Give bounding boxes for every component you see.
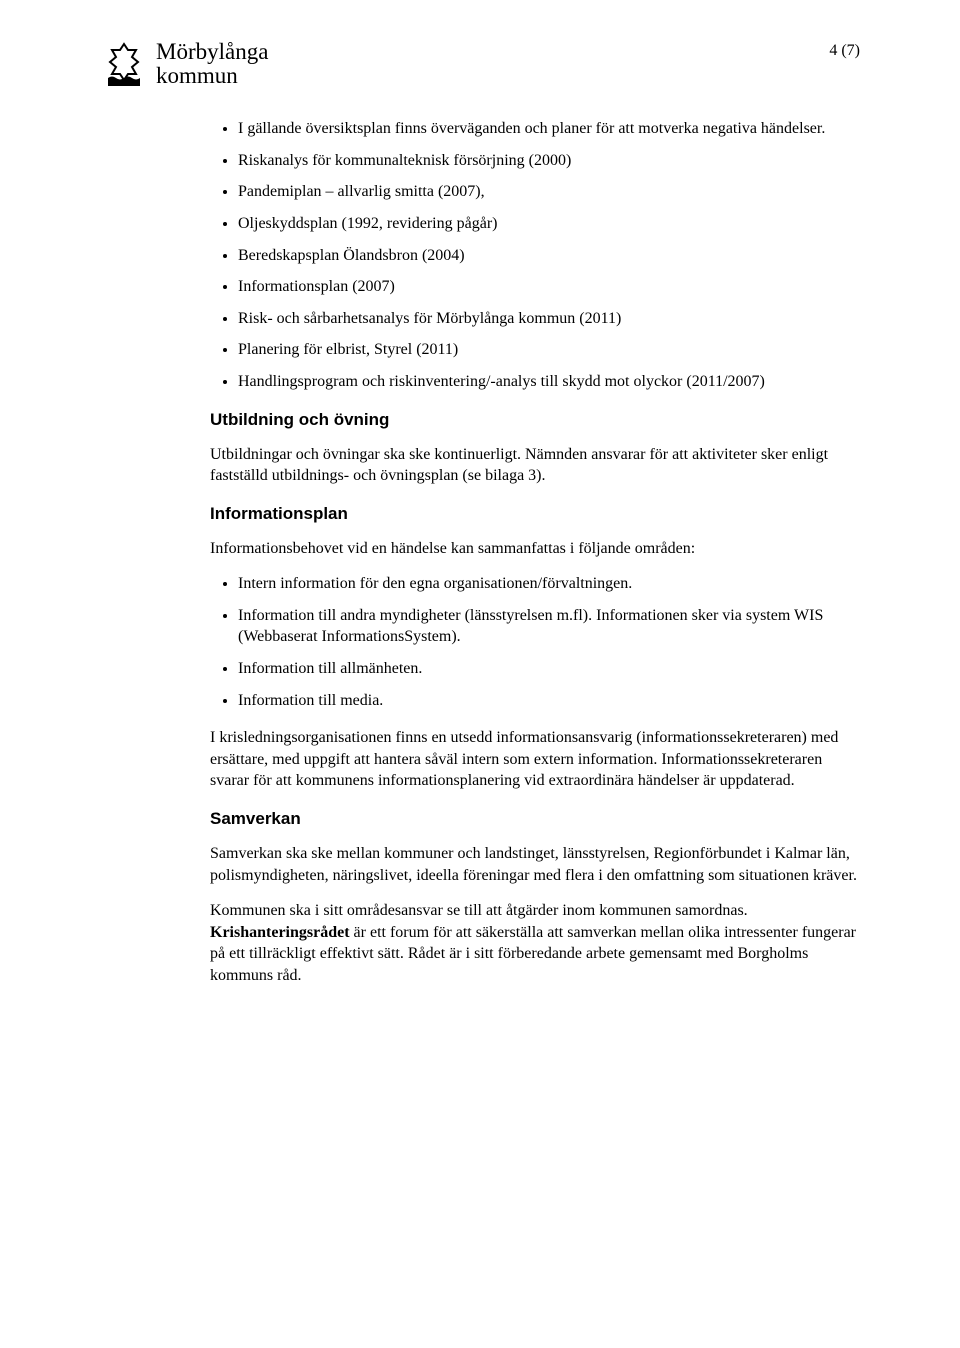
paragraph-with-bold: Kommunen ska i sitt områdesansvar se til…	[210, 900, 860, 986]
list-item: Information till allmänheten.	[238, 658, 860, 680]
paragraph: Utbildningar och övningar ska ske kontin…	[210, 444, 860, 487]
text-span: Kommunen ska i sitt områdesansvar se til…	[210, 902, 748, 919]
municipality-crest-icon	[100, 40, 148, 88]
list-item: Planering för elbrist, Styrel (2011)	[238, 339, 860, 361]
list-item: Intern information för den egna organisa…	[238, 573, 860, 595]
document-page: Mörbylånga kommun 4 (7) I gällande övers…	[0, 0, 960, 1348]
list-item: Pandemiplan – allvarlig smitta (2007),	[238, 181, 860, 203]
section-heading-utbildning: Utbildning och övning	[210, 409, 860, 432]
logo-line-2: kommun	[156, 64, 268, 88]
list-item: Informationsplan (2007)	[238, 276, 860, 298]
section-heading-samverkan: Samverkan	[210, 808, 860, 831]
list-item: I gällande översiktsplan finns övervägan…	[238, 118, 860, 140]
intro-bullet-list: I gällande översiktsplan finns övervägan…	[210, 118, 860, 392]
bold-term: Krishanteringsrådet	[210, 924, 350, 941]
document-body: I gällande översiktsplan finns övervägan…	[210, 118, 860, 986]
information-bullet-list: Intern information för den egna organisa…	[210, 573, 860, 711]
section-heading-informationsplan: Informationsplan	[210, 503, 860, 526]
logo-text: Mörbylånga kommun	[156, 40, 268, 88]
paragraph: I krisledningsorganisationen finns en ut…	[210, 727, 860, 792]
list-item: Risk- och sårbarhetsanalys för Mörbylång…	[238, 308, 860, 330]
list-item: Information till andra myndigheter (läns…	[238, 605, 860, 648]
list-item: Beredskapsplan Ölandsbron (2004)	[238, 245, 860, 267]
list-item: Handlingsprogram och riskinventering/-an…	[238, 371, 860, 393]
paragraph: Samverkan ska ske mellan kommuner och la…	[210, 843, 860, 886]
list-item: Information till media.	[238, 690, 860, 712]
logo-block: Mörbylånga kommun	[100, 40, 268, 88]
paragraph: Informationsbehovet vid en händelse kan …	[210, 538, 860, 560]
list-item: Riskanalys för kommunalteknisk försörjni…	[238, 150, 860, 172]
page-number: 4 (7)	[829, 42, 860, 60]
page-header: Mörbylånga kommun 4 (7)	[100, 40, 860, 88]
logo-line-1: Mörbylånga	[156, 40, 268, 64]
list-item: Oljeskyddsplan (1992, revidering pågår)	[238, 213, 860, 235]
